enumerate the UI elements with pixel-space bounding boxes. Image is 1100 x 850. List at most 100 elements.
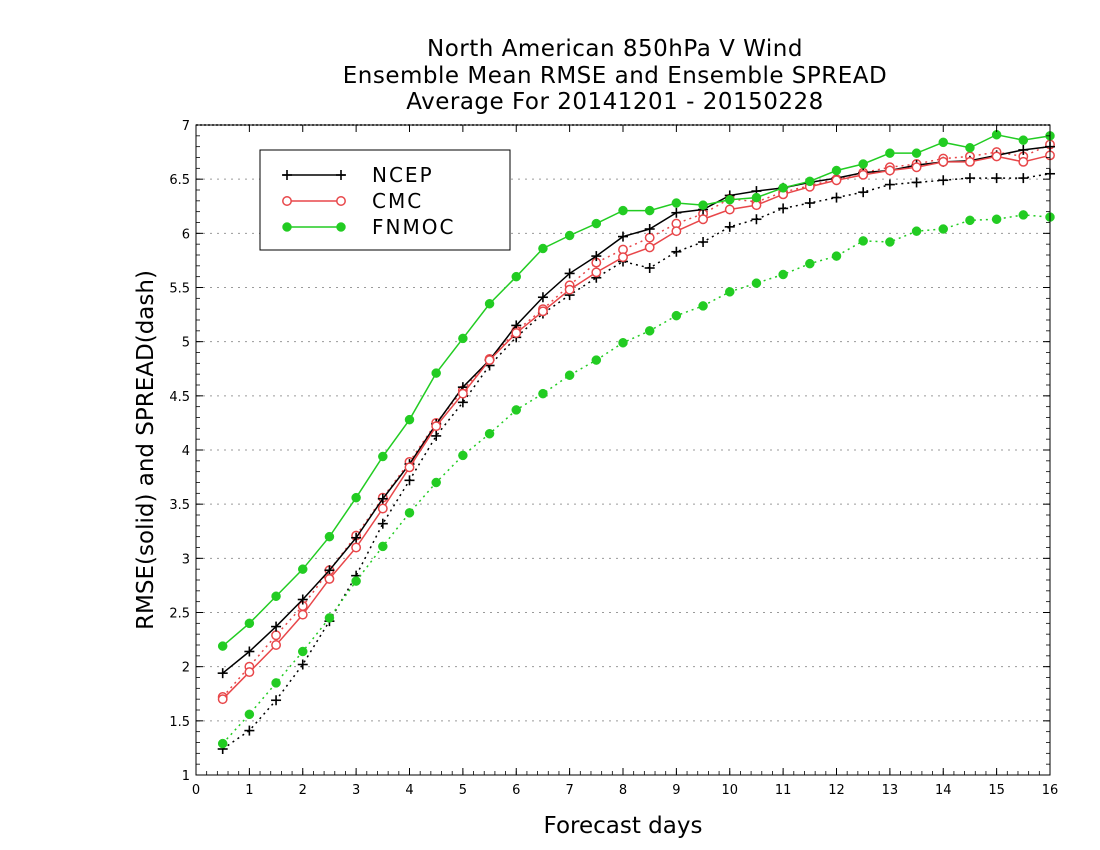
data-point-ncep-spread xyxy=(804,198,815,208)
legend-marker-ncep xyxy=(282,170,292,180)
data-point-cmc-rmse xyxy=(991,151,1002,162)
x-tick-label: 0 xyxy=(192,783,200,798)
series-line-fnmoc-spread xyxy=(222,214,1051,745)
data-point-fnmoc-spread xyxy=(725,287,735,297)
data-point-ncep-spread xyxy=(377,518,388,529)
data-point-fnmoc-spread xyxy=(831,251,842,261)
data-point-cmc-rmse xyxy=(457,388,468,399)
data-point-fnmoc-spread xyxy=(591,355,602,365)
legend-label-ncep: NCEP xyxy=(372,163,434,187)
x-axis-label: Forecast days xyxy=(544,813,703,839)
data-point-ncep-spread xyxy=(938,175,949,186)
x-tick-label: 10 xyxy=(721,783,738,798)
legend-marker-ncep xyxy=(336,170,346,180)
data-point-cmc-rmse xyxy=(964,156,975,167)
x-tick-label: 2 xyxy=(299,783,307,798)
data-point-ncep-spread xyxy=(404,475,415,486)
data-point-ncep-rmse xyxy=(324,565,335,576)
data-point-cmc-rmse xyxy=(537,306,548,317)
data-point-ncep-rmse xyxy=(591,251,602,262)
data-point-fnmoc-rmse xyxy=(751,192,762,203)
legend-label-cmc: CMC xyxy=(372,189,423,213)
data-point-cmc-rmse xyxy=(511,328,522,338)
x-tick-label: 12 xyxy=(828,783,845,798)
y-tick-label: 5.5 xyxy=(169,282,190,297)
y-tick-label: 3.5 xyxy=(169,498,190,513)
data-point-fnmoc-spread xyxy=(484,429,495,439)
y-tick-label: 1.5 xyxy=(169,715,190,730)
series-line-ncep-spread xyxy=(222,173,1051,750)
data-point-cmc-rmse xyxy=(884,165,895,176)
data-point-ncep-rmse xyxy=(671,207,682,218)
data-point-cmc-rmse xyxy=(618,252,628,263)
chart-title-line-1: North American 850hPa V Wind xyxy=(427,36,803,62)
x-tick-label: 14 xyxy=(935,783,952,798)
data-point-ncep-spread xyxy=(244,725,255,736)
data-point-fnmoc-spread xyxy=(938,224,948,234)
data-point-fnmoc-spread xyxy=(217,738,228,749)
data-point-cmc-rmse xyxy=(297,609,308,620)
data-point-cmc-rmse xyxy=(324,573,335,584)
data-point-ncep-rmse xyxy=(351,532,362,543)
data-point-ncep-spread xyxy=(698,237,709,247)
data-point-ncep-spread xyxy=(271,695,282,706)
data-point-ncep-rmse xyxy=(618,231,628,242)
data-point-cmc-rmse xyxy=(831,175,842,186)
data-point-fnmoc-spread xyxy=(404,508,415,518)
data-point-fnmoc-spread xyxy=(511,405,521,415)
data-point-cmc-rmse xyxy=(1018,156,1029,167)
data-point-fnmoc-spread xyxy=(351,576,361,586)
data-point-fnmoc-rmse xyxy=(1018,135,1029,145)
data-point-fnmoc-rmse xyxy=(885,148,895,158)
data-point-fnmoc-spread xyxy=(324,613,335,623)
data-point-cmc-rmse xyxy=(431,421,442,432)
data-point-ncep-rmse xyxy=(377,493,388,504)
data-point-ncep-spread xyxy=(778,203,789,214)
data-point-ncep-spread xyxy=(831,192,842,203)
y-tick-label: 4.5 xyxy=(169,390,190,405)
y-tick-label: 6 xyxy=(182,227,190,242)
data-point-fnmoc-spread xyxy=(378,541,388,552)
data-point-fnmoc-rmse xyxy=(725,195,735,205)
y-tick-label: 2 xyxy=(182,661,190,676)
data-point-cmc-rmse xyxy=(377,503,388,514)
y-tick-label: 6.5 xyxy=(169,173,190,188)
x-tick-label: 11 xyxy=(775,783,792,798)
data-point-ncep-spread xyxy=(297,659,308,670)
data-point-ncep-spread xyxy=(671,246,682,257)
data-point-ncep-spread xyxy=(751,214,762,225)
data-point-fnmoc-spread xyxy=(858,236,868,246)
legend-box xyxy=(259,149,511,251)
y-tick-label: 5 xyxy=(182,336,190,351)
data-point-fnmoc-spread xyxy=(805,258,815,269)
data-point-cmc-rmse xyxy=(858,169,869,180)
data-point-fnmoc-spread xyxy=(298,646,308,657)
data-point-cmc-rmse xyxy=(938,156,949,167)
y-tick-label: 4 xyxy=(182,444,190,459)
data-point-ncep-rmse xyxy=(564,268,575,279)
data-point-fnmoc-rmse xyxy=(484,299,495,309)
data-point-fnmoc-spread xyxy=(698,301,708,311)
data-point-cmc-rmse xyxy=(271,640,282,650)
data-point-ncep-rmse xyxy=(537,292,548,303)
data-point-fnmoc-spread xyxy=(671,310,682,321)
x-tick-label: 16 xyxy=(1042,783,1059,798)
legend-marker-fnmoc xyxy=(282,222,292,232)
data-point-cmc-rmse xyxy=(404,462,415,473)
data-point-cmc-rmse xyxy=(724,204,735,215)
data-point-fnmoc-rmse xyxy=(965,143,975,153)
x-tick-label: 8 xyxy=(619,783,627,798)
data-point-fnmoc-rmse xyxy=(644,205,655,216)
x-tick-label: 9 xyxy=(672,783,680,798)
data-point-ncep-rmse xyxy=(244,646,255,657)
data-point-ncep-rmse xyxy=(217,668,228,679)
data-point-fnmoc-rmse xyxy=(698,200,708,210)
chart-title-line-3: Average For 20141201 - 20150228 xyxy=(406,89,824,115)
data-point-fnmoc-spread xyxy=(244,709,255,720)
data-point-ncep-spread xyxy=(431,430,442,441)
data-point-ncep-spread xyxy=(644,263,655,273)
x-tick-label: 15 xyxy=(988,783,1005,798)
data-point-fnmoc-rmse xyxy=(244,618,255,629)
